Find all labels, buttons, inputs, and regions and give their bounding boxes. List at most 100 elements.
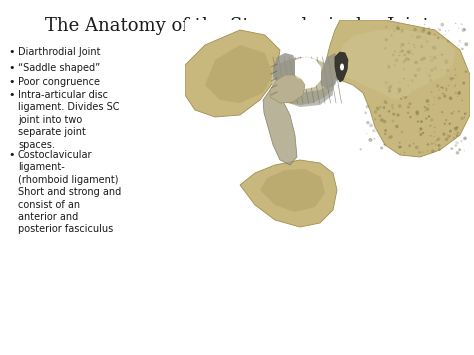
Circle shape	[396, 113, 400, 117]
Circle shape	[465, 137, 466, 138]
Polygon shape	[295, 57, 321, 89]
Circle shape	[427, 31, 431, 35]
Circle shape	[436, 84, 439, 88]
Circle shape	[456, 135, 458, 137]
Circle shape	[425, 39, 426, 40]
Circle shape	[446, 69, 449, 72]
Circle shape	[464, 150, 465, 152]
Circle shape	[394, 50, 395, 52]
Circle shape	[408, 50, 411, 54]
Circle shape	[441, 54, 443, 56]
Circle shape	[434, 142, 436, 143]
Polygon shape	[320, 53, 340, 89]
Circle shape	[447, 40, 450, 43]
Circle shape	[380, 118, 384, 122]
Circle shape	[405, 57, 409, 61]
Circle shape	[432, 45, 435, 48]
Circle shape	[399, 51, 401, 53]
Circle shape	[392, 120, 394, 122]
Circle shape	[420, 58, 424, 61]
Circle shape	[434, 127, 436, 128]
Circle shape	[388, 110, 390, 113]
Circle shape	[427, 143, 429, 146]
Circle shape	[426, 107, 429, 111]
Circle shape	[404, 60, 406, 61]
Circle shape	[461, 117, 464, 120]
Circle shape	[428, 104, 429, 106]
Circle shape	[419, 133, 422, 136]
Circle shape	[392, 113, 395, 115]
Circle shape	[410, 79, 414, 82]
Circle shape	[397, 88, 401, 92]
Circle shape	[447, 136, 450, 138]
Circle shape	[440, 23, 444, 27]
Text: Costoclavicular
Ligaments: Costoclavicular Ligaments	[220, 26, 290, 45]
Circle shape	[445, 31, 446, 32]
Circle shape	[449, 77, 453, 81]
Text: First Rib: First Rib	[215, 192, 251, 201]
Circle shape	[446, 147, 447, 148]
Text: Clavicle: Clavicle	[189, 100, 225, 109]
Circle shape	[384, 47, 387, 49]
Circle shape	[463, 28, 465, 30]
Text: “Saddle shaped”: “Saddle shaped”	[18, 63, 100, 73]
Circle shape	[464, 116, 465, 118]
Circle shape	[430, 135, 431, 137]
Circle shape	[369, 124, 373, 127]
Polygon shape	[325, 20, 470, 157]
Circle shape	[398, 104, 401, 108]
Circle shape	[395, 59, 399, 62]
Circle shape	[464, 28, 466, 31]
Polygon shape	[273, 53, 297, 85]
Circle shape	[408, 58, 410, 61]
Circle shape	[417, 120, 419, 123]
Circle shape	[454, 68, 456, 70]
Circle shape	[422, 132, 424, 134]
Circle shape	[403, 54, 406, 56]
Circle shape	[424, 106, 426, 108]
Circle shape	[430, 59, 433, 62]
Circle shape	[431, 91, 432, 93]
Circle shape	[379, 114, 382, 117]
Polygon shape	[272, 57, 335, 105]
Circle shape	[399, 92, 401, 93]
Circle shape	[374, 118, 376, 120]
Circle shape	[433, 66, 437, 70]
Circle shape	[376, 106, 380, 110]
Circle shape	[445, 137, 448, 141]
Circle shape	[399, 90, 401, 92]
Circle shape	[422, 151, 424, 153]
Circle shape	[383, 106, 385, 109]
Circle shape	[415, 146, 419, 149]
Circle shape	[458, 91, 461, 94]
Circle shape	[388, 136, 392, 139]
Circle shape	[455, 74, 456, 76]
Polygon shape	[270, 75, 305, 103]
Circle shape	[407, 106, 410, 109]
Circle shape	[437, 37, 439, 39]
Circle shape	[429, 56, 431, 58]
Circle shape	[431, 149, 435, 153]
Circle shape	[438, 148, 440, 151]
Circle shape	[404, 96, 407, 99]
Polygon shape	[260, 169, 325, 212]
Polygon shape	[335, 52, 348, 82]
Circle shape	[434, 97, 435, 98]
Circle shape	[449, 131, 450, 132]
Circle shape	[434, 33, 436, 35]
Circle shape	[420, 127, 422, 130]
Text: Meniscus: Meniscus	[364, 36, 406, 45]
Circle shape	[426, 99, 429, 103]
Text: Poor congruence: Poor congruence	[18, 77, 100, 87]
Circle shape	[456, 151, 459, 154]
Circle shape	[409, 102, 411, 105]
Circle shape	[449, 130, 452, 133]
Circle shape	[417, 68, 420, 71]
Circle shape	[410, 116, 411, 118]
Circle shape	[438, 29, 441, 31]
Circle shape	[404, 152, 405, 153]
Circle shape	[461, 23, 463, 25]
Circle shape	[457, 95, 458, 97]
Text: Intra-articular disc
ligament. Divides SC
joint into two
separate joint
spaces.: Intra-articular disc ligament. Divides S…	[18, 90, 119, 149]
Circle shape	[463, 82, 465, 83]
